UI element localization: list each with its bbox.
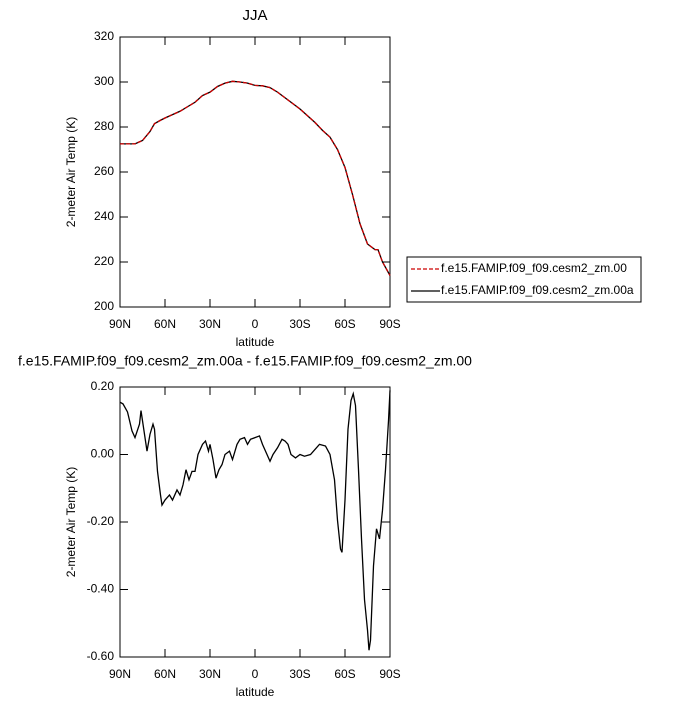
legend-label: f.e15.FAMIP.f09_f09.cesm2_zm.00 xyxy=(441,261,627,275)
data-line xyxy=(119,390,391,651)
y-tick-label: 280 xyxy=(94,119,114,133)
y-tick-label: 0.00 xyxy=(91,447,115,461)
y-tick-label: 0.20 xyxy=(91,379,115,393)
y-tick-label: 240 xyxy=(94,209,114,223)
y-tick-label: 260 xyxy=(94,164,114,178)
x-tick-label: 0 xyxy=(252,317,259,331)
x-axis-label: latitude xyxy=(236,335,275,349)
plot-frame xyxy=(119,386,391,658)
y-tick-label: -0.20 xyxy=(87,514,115,528)
y-axis-label: 2-meter Air Temp (K) xyxy=(64,467,78,577)
chart-title: f.e15.FAMIP.f09_f09.cesm2_zm.00a - f.e15… xyxy=(18,353,472,369)
y-tick-label: 320 xyxy=(94,29,114,43)
x-tick-label: 30N xyxy=(199,317,221,331)
y-axis-label: 2-meter Air Temp (K) xyxy=(64,117,78,227)
data-line xyxy=(120,80,391,276)
x-tick-label: 60S xyxy=(334,667,355,681)
x-tick-label: 90S xyxy=(379,317,400,331)
x-tick-label: 30S xyxy=(289,667,310,681)
x-tick-label: 0 xyxy=(252,667,259,681)
plot-frame xyxy=(119,36,391,308)
x-tick-label: 60N xyxy=(154,667,176,681)
x-tick-label: 90S xyxy=(379,667,400,681)
legend-box xyxy=(406,256,642,303)
y-tick-label: -0.40 xyxy=(87,582,115,596)
x-tick-label: 90N xyxy=(109,317,131,331)
x-tick-label: 60N xyxy=(154,317,176,331)
y-tick-label: 200 xyxy=(94,299,114,313)
chart-title: JJA xyxy=(242,7,267,24)
x-tick-label: 90N xyxy=(109,667,131,681)
y-tick-label: 300 xyxy=(94,74,114,88)
x-axis-label: latitude xyxy=(236,685,275,699)
x-tick-label: 30S xyxy=(289,317,310,331)
legend-label: f.e15.FAMIP.f09_f09.cesm2_zm.00a xyxy=(441,283,634,297)
data-line xyxy=(120,80,391,276)
y-tick-label: 220 xyxy=(94,254,114,268)
y-tick-label: -0.60 xyxy=(87,649,115,663)
x-tick-label: 30N xyxy=(199,667,221,681)
x-tick-label: 60S xyxy=(334,317,355,331)
